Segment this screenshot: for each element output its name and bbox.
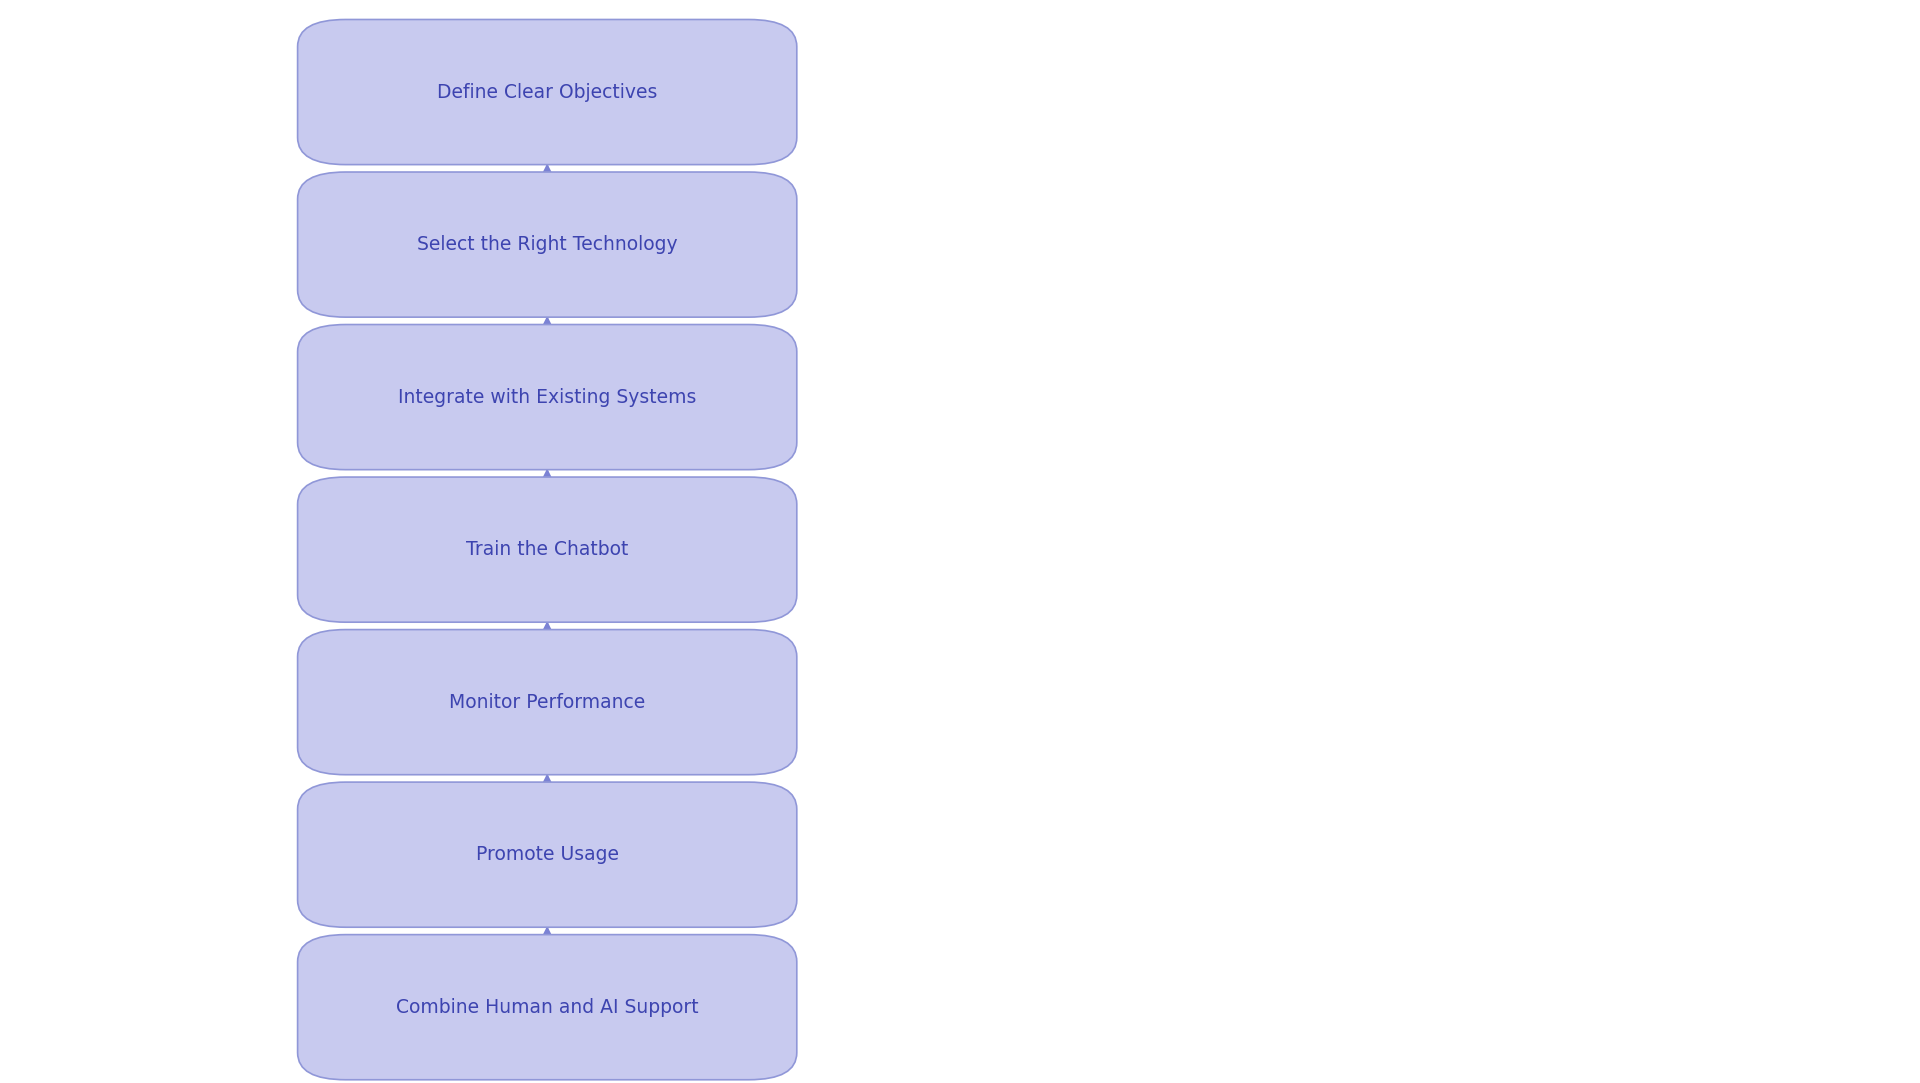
FancyBboxPatch shape <box>298 935 797 1080</box>
Text: Integrate with Existing Systems: Integrate with Existing Systems <box>397 388 697 406</box>
FancyBboxPatch shape <box>298 629 797 774</box>
FancyBboxPatch shape <box>298 19 797 165</box>
FancyBboxPatch shape <box>298 477 797 622</box>
FancyBboxPatch shape <box>298 172 797 317</box>
FancyBboxPatch shape <box>298 325 797 470</box>
FancyBboxPatch shape <box>298 782 797 927</box>
Text: Monitor Performance: Monitor Performance <box>449 693 645 712</box>
Text: Combine Human and AI Support: Combine Human and AI Support <box>396 997 699 1017</box>
Text: Define Clear Objectives: Define Clear Objectives <box>438 82 657 102</box>
Text: Promote Usage: Promote Usage <box>476 845 618 864</box>
Text: Train the Chatbot: Train the Chatbot <box>467 540 628 559</box>
Text: Select the Right Technology: Select the Right Technology <box>417 235 678 255</box>
